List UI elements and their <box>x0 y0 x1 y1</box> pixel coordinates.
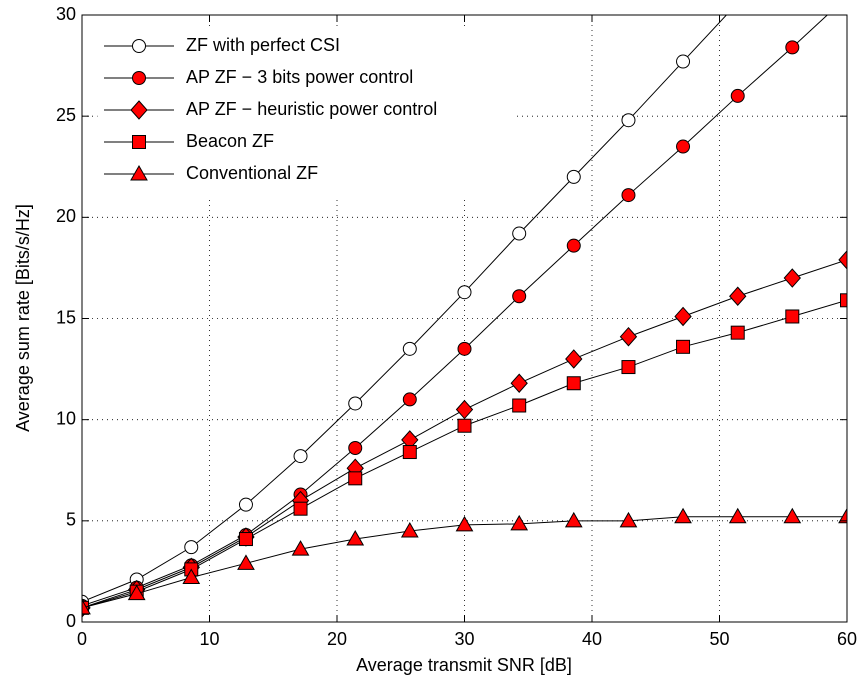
marker <box>82 598 91 615</box>
marker <box>348 471 363 486</box>
marker <box>293 449 308 464</box>
marker <box>512 398 527 413</box>
marker <box>785 40 800 55</box>
y-tick-label: 15 <box>56 307 76 327</box>
legend-label: Conventional ZF <box>186 163 318 183</box>
marker <box>130 100 148 120</box>
y-tick-label: 5 <box>66 510 76 530</box>
marker <box>730 88 745 103</box>
axes: 0 10 20 30 40 50 60 0 5 10 15 20 25 30 <box>56 4 857 649</box>
marker <box>457 341 472 356</box>
marker <box>238 497 253 512</box>
marker <box>455 399 474 420</box>
marker <box>783 507 802 524</box>
marker <box>400 521 419 538</box>
marker <box>676 54 691 69</box>
marker <box>291 540 310 556</box>
y-axis-label: Average sum rate [Bits/s/Hz] <box>13 204 33 432</box>
x-tick-label: 20 <box>327 629 347 649</box>
marker <box>182 568 201 584</box>
marker <box>346 530 365 546</box>
marker <box>132 71 146 85</box>
marker <box>237 554 255 570</box>
marker <box>676 139 691 154</box>
y-tick-label: 0 <box>66 611 76 631</box>
marker <box>566 376 581 391</box>
legend-label: Beacon ZF <box>186 131 274 151</box>
marker <box>621 113 636 128</box>
y-tick-label: 10 <box>56 408 76 428</box>
marker <box>674 306 692 327</box>
x-axis-label: Average transmit SNR [dB] <box>356 655 572 675</box>
marker <box>184 540 199 555</box>
legend-box <box>97 28 517 198</box>
x-tick-label: 50 <box>709 629 729 649</box>
marker <box>566 238 581 253</box>
marker <box>564 511 583 528</box>
legend-label: AP ZF − heuristic power control <box>186 99 437 119</box>
y-tick-label: 30 <box>56 4 76 24</box>
marker <box>457 285 472 300</box>
marker <box>566 169 581 184</box>
series <box>82 0 744 609</box>
marker <box>841 0 854 3</box>
marker <box>840 293 847 308</box>
marker <box>130 164 148 181</box>
x-tick-label: 40 <box>582 629 602 649</box>
marker <box>348 440 363 455</box>
marker <box>619 511 638 528</box>
marker <box>783 268 801 288</box>
legend-label: ZF with perfect CSI <box>186 35 340 55</box>
marker <box>457 418 472 433</box>
marker <box>838 250 847 270</box>
marker <box>455 515 474 532</box>
marker <box>402 341 417 356</box>
series-group <box>82 0 854 618</box>
marker <box>127 584 146 601</box>
series <box>82 507 847 615</box>
marker <box>621 360 636 375</box>
marker <box>238 532 253 547</box>
x-tick-label: 10 <box>199 629 219 649</box>
x-tick-label: 60 <box>837 629 857 649</box>
marker <box>729 286 747 306</box>
marker <box>293 501 308 516</box>
marker <box>402 392 417 407</box>
x-tick-label: 30 <box>454 629 474 649</box>
marker <box>728 507 747 524</box>
marker <box>512 289 527 304</box>
marker <box>674 507 692 524</box>
legend: ZF with perfect CSI AP ZF − 3 bits power … <box>97 28 517 198</box>
x-tick-label: 0 <box>77 629 87 649</box>
marker <box>731 0 744 9</box>
marker <box>730 325 745 340</box>
marker <box>676 339 691 354</box>
marker <box>785 309 800 324</box>
marker <box>838 507 847 524</box>
marker <box>132 135 146 149</box>
marker <box>402 445 417 460</box>
legend-label: AP ZF − 3 bits power control <box>186 67 413 87</box>
marker <box>348 396 363 411</box>
marker <box>512 226 527 241</box>
marker <box>619 326 638 347</box>
marker <box>510 373 528 393</box>
marker <box>510 514 529 531</box>
y-tick-label: 20 <box>56 206 76 226</box>
y-tick-label: 25 <box>56 105 76 125</box>
marker <box>132 39 146 53</box>
marker <box>565 349 583 369</box>
marker <box>621 188 636 203</box>
